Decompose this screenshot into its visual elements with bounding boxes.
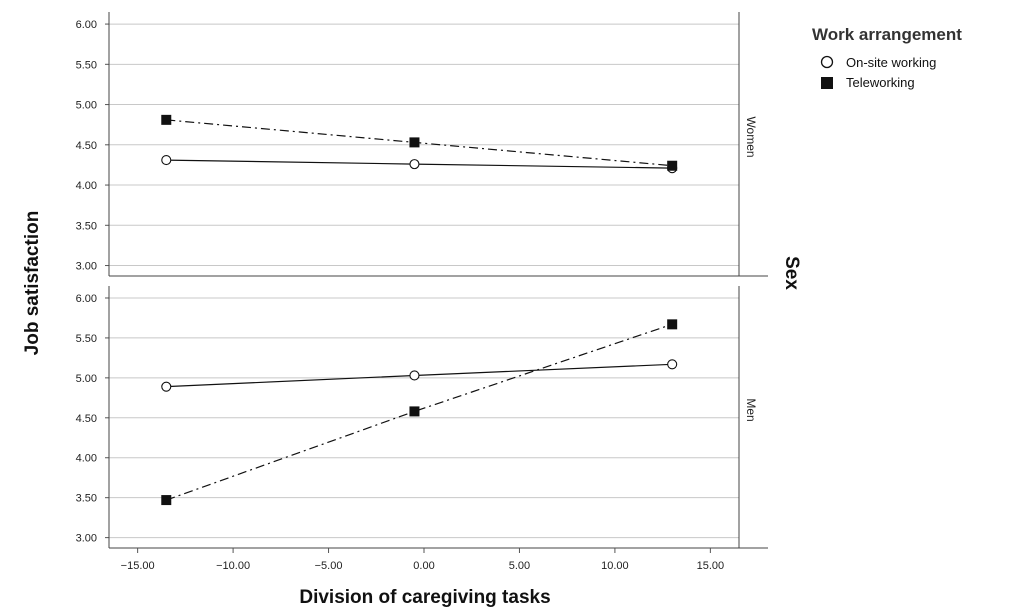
- x-tick-label: −5.00: [315, 560, 343, 572]
- y-tick-label: 3.00: [76, 261, 97, 273]
- y-tick-label: 5.50: [76, 59, 97, 71]
- y-tick-label: 4.50: [76, 413, 97, 425]
- y-tick-label: 3.00: [76, 533, 97, 545]
- panel-label-women: Women: [744, 116, 758, 157]
- data-point-teleworking: [161, 495, 172, 506]
- data-point-teleworking: [409, 406, 420, 417]
- panel-label-men: Men: [744, 398, 758, 421]
- x-axis-title: Division of caregiving tasks: [299, 587, 550, 608]
- legend-onsite-marker: [820, 55, 834, 69]
- panels-layer: 3.00 3.50 4.00 4.50 5.00 5.50 6.00 Women 3.00 3.5…: [76, 12, 768, 572]
- facet-title: Sex: [781, 256, 802, 290]
- y-tick-label: 5.00: [76, 373, 97, 385]
- x-tick-label: 10.00: [601, 560, 629, 572]
- legend-onsite-label: On-site working: [846, 55, 936, 70]
- series-line-teleworking: [166, 323, 673, 501]
- y-tick-label: 6.00: [76, 19, 97, 31]
- x-tick-label: 0.00: [413, 560, 434, 572]
- y-axis-title: Job satisfaction: [22, 211, 43, 356]
- data-point-onsite: [667, 359, 678, 370]
- panel-men: 3.00 3.50 4.00 4.50 5.00 5.50 6.00 Men: [76, 286, 768, 549]
- y-tick-label: 3.50: [76, 493, 97, 505]
- x-tick-label: 15.00: [697, 560, 725, 572]
- legend-telework-marker: [821, 77, 833, 89]
- panel-women: 3.00 3.50 4.00 4.50 5.00 5.50 6.00 Women: [76, 12, 768, 277]
- data-point-teleworking: [667, 319, 678, 330]
- x-tick-label: −15.00: [121, 560, 155, 572]
- data-point-onsite: [161, 381, 172, 392]
- legend-telework-label: Teleworking: [846, 75, 915, 90]
- data-point-teleworking: [161, 114, 172, 125]
- y-tick-label: 4.50: [76, 140, 97, 152]
- legend-title: Work arrangement: [812, 25, 962, 44]
- data-point-onsite: [161, 155, 172, 166]
- y-tick-label: 4.00: [76, 453, 97, 465]
- data-point-teleworking: [409, 137, 420, 148]
- y-tick-label: 5.50: [76, 333, 97, 345]
- y-tick-label: 4.00: [76, 180, 97, 192]
- x-tick-label: −10.00: [216, 560, 250, 572]
- data-point-onsite: [409, 159, 420, 170]
- data-point-teleworking: [667, 160, 678, 171]
- data-point-onsite: [409, 370, 420, 381]
- x-tick-label: 5.00: [509, 560, 530, 572]
- legend: Work arrangement On-site working Telewor…: [812, 25, 962, 90]
- y-tick-label: 5.00: [76, 100, 97, 112]
- y-tick-label: 3.50: [76, 220, 97, 232]
- y-tick-label: 6.00: [76, 293, 97, 305]
